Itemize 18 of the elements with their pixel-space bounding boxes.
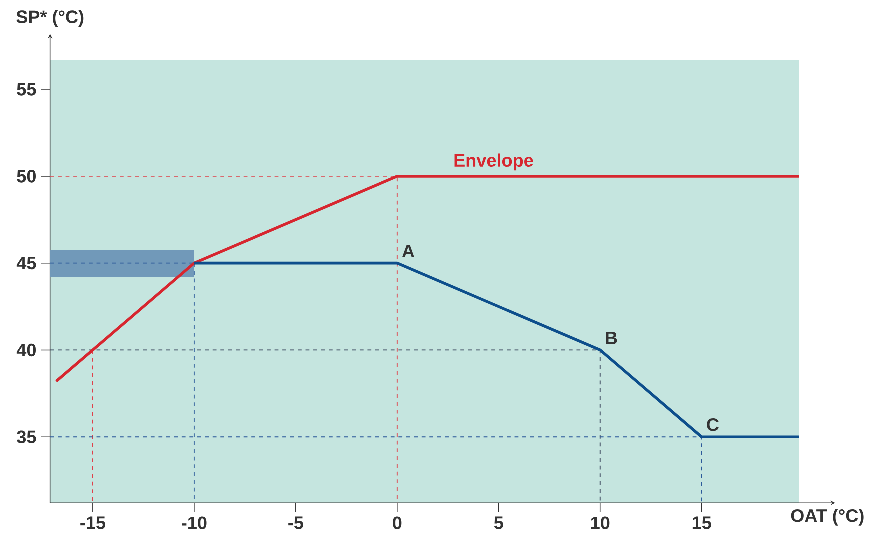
x-tick-label: 10 xyxy=(591,516,610,530)
annotation: C xyxy=(707,418,719,432)
y-axis-title: SP* (°C) xyxy=(16,10,84,28)
y-tick-label: 55 xyxy=(17,83,36,96)
x-tick-label: 0 xyxy=(393,516,402,530)
x-tick-label: -10 xyxy=(182,516,207,530)
y-tick-label: 40 xyxy=(16,344,36,357)
y-tick-label: 35 xyxy=(17,430,36,444)
annotation: B xyxy=(606,332,618,344)
annotation: A xyxy=(402,245,415,258)
y-tick-label: 50 xyxy=(17,170,36,183)
x-tick-label: -5 xyxy=(288,516,304,530)
x-axis-title: OAT (°C) xyxy=(791,508,864,526)
y-tick-label: 45 xyxy=(16,257,36,270)
x-tick-label: 5 xyxy=(494,516,504,530)
x-tick-label: 15 xyxy=(692,516,712,530)
x-tick-label: -15 xyxy=(80,516,106,530)
series-label: Envelope xyxy=(454,154,534,171)
